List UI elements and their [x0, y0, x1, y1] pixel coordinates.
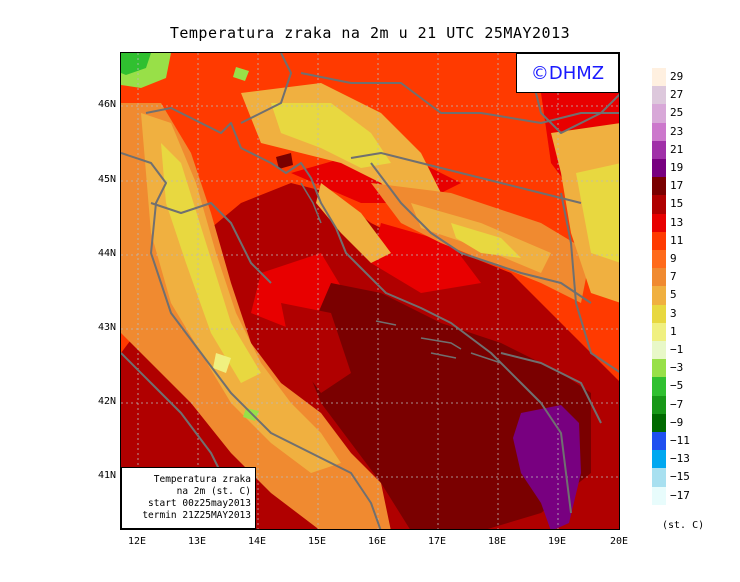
legend-swatch	[652, 122, 666, 142]
legend-label: −9	[670, 415, 684, 429]
lon-label-12e: 12E	[127, 536, 147, 547]
legend-label: 17	[670, 179, 684, 193]
legend-label: 23	[670, 124, 684, 138]
legend-label: 1	[670, 324, 677, 338]
lat-label-43n: 43N	[97, 322, 116, 333]
legend-swatch	[652, 304, 666, 324]
legend-label: 3	[670, 306, 677, 320]
legend-label: 5	[670, 288, 677, 302]
legend-swatch	[652, 377, 666, 397]
lon-label-16e: 16E	[367, 536, 387, 547]
legend-label: 29	[670, 70, 684, 83]
legend-swatch	[652, 250, 666, 269]
legend-label: 11	[670, 233, 684, 247]
legend-swatch	[652, 468, 666, 488]
legend-label: 25	[670, 106, 684, 120]
legend-label: −7	[670, 397, 684, 411]
legend-swatch	[652, 486, 666, 506]
legend-swatch	[652, 322, 666, 342]
lon-label-20e: 20E	[609, 536, 629, 547]
legend-swatch	[652, 68, 666, 87]
legend-swatch	[652, 395, 666, 415]
lon-label-19e: 19E	[547, 536, 567, 547]
legend-swatch	[652, 359, 666, 378]
info-line-4: termin 21Z25MAY2013	[142, 510, 251, 521]
legend-label: −3	[670, 361, 684, 375]
lat-label-41n: 41N	[97, 470, 116, 481]
legend-swatch	[652, 341, 666, 360]
legend-label: −1	[670, 343, 684, 356]
legend-label: 15	[670, 197, 684, 211]
legend-label: −11	[670, 434, 690, 447]
lon-label-17e: 17E	[427, 536, 447, 547]
lon-label-13e: 13E	[187, 536, 207, 547]
legend-label: −5	[670, 379, 684, 393]
legend-swatch	[652, 268, 666, 287]
dhmz-logo: ©DHMZ	[516, 53, 619, 93]
legend-swatch	[652, 159, 666, 178]
legend-swatch	[652, 140, 666, 160]
info-line-2: na 2m (st. C)	[176, 486, 251, 497]
legend-label: 7	[670, 270, 677, 284]
temperature-field	[121, 53, 619, 529]
legend-swatch	[652, 286, 666, 306]
info-line-3: start 00z25may2013	[148, 498, 251, 509]
legend-unit: (st. C)	[662, 520, 705, 531]
legend-label: −15	[670, 470, 690, 484]
legend-swatch	[652, 450, 666, 469]
lat-label-42n: 42N	[97, 396, 116, 407]
legend-label: −17	[670, 488, 690, 502]
legend-swatch	[652, 432, 666, 451]
lon-label-18e: 18E	[487, 536, 507, 547]
legend-label: 21	[670, 142, 684, 156]
lat-label-46n: 46N	[97, 99, 116, 110]
map-title: Temperatura zraka na 2m u 21 UTC 25MAY20…	[169, 24, 571, 42]
legend-swatch	[652, 413, 666, 433]
lat-label-45n: 45N	[97, 174, 116, 185]
lon-label-14e: 14E	[247, 536, 267, 547]
legend-swatch	[652, 177, 666, 196]
info-box: Temperatura zraka na 2m (st. C) start 00…	[121, 467, 256, 529]
legend-swatch	[652, 213, 666, 233]
info-line-1: Temperatura zraka	[153, 474, 251, 485]
legend-swatch	[652, 86, 666, 105]
legend-swatch	[652, 231, 666, 251]
legend-label: 19	[670, 161, 684, 174]
temperature-map: ©DHMZ Temperatura zraka na 2m (st. C) st…	[120, 52, 620, 530]
legend-label: 13	[670, 215, 684, 229]
legend-swatch	[652, 195, 666, 215]
legend-label: 27	[670, 88, 684, 102]
legend-label: 9	[670, 252, 677, 265]
legend-swatch	[652, 104, 666, 124]
legend-label: −13	[670, 452, 690, 466]
lon-label-15e: 15E	[307, 536, 327, 547]
lat-label-44n: 44N	[97, 248, 116, 259]
